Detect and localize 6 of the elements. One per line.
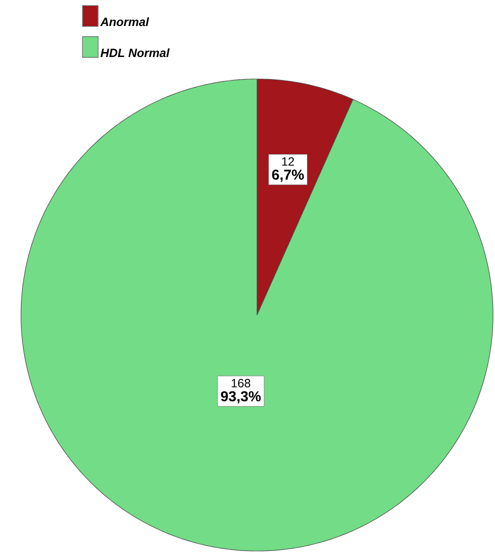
text: 93,3% [220, 391, 261, 404]
text: 6,7% [272, 170, 304, 182]
legend-label: HDL Normal [100, 48, 170, 58]
legend-label: Anormal [100, 17, 150, 26]
data-label: 168 [232, 378, 250, 388]
data-label: 12 [282, 157, 294, 166]
